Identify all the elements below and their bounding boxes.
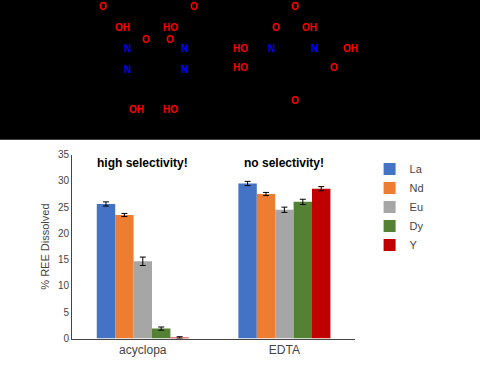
svg-text:% REE Dissolved: % REE Dissolved: [39, 203, 51, 289]
svg-text:Dy: Dy: [410, 220, 424, 232]
svg-text:O: O: [291, 1, 299, 12]
svg-text:35: 35: [58, 149, 70, 160]
svg-text:N: N: [181, 43, 188, 54]
svg-text:20: 20: [58, 228, 70, 239]
svg-text:N: N: [181, 64, 188, 75]
svg-text:O: O: [166, 34, 174, 45]
svg-text:O: O: [190, 1, 198, 12]
svg-text:EDTA: EDTA: [269, 343, 300, 357]
svg-text:HO: HO: [163, 22, 178, 33]
svg-text:Y: Y: [410, 239, 418, 251]
svg-text:high selectivity!: high selectivity!: [97, 156, 188, 170]
svg-text:0: 0: [63, 333, 69, 344]
svg-text:O: O: [142, 34, 150, 45]
svg-text:acyclopa: acyclopa: [119, 343, 167, 357]
svg-text:O: O: [291, 95, 299, 106]
svg-text:30: 30: [58, 175, 70, 186]
svg-text:HO: HO: [233, 43, 248, 54]
svg-text:OH: OH: [129, 104, 144, 115]
svg-text:25: 25: [58, 202, 70, 213]
svg-text:HO: HO: [163, 104, 178, 115]
svg-text:OH: OH: [343, 43, 358, 54]
svg-text:5: 5: [63, 307, 69, 318]
svg-text:Eu: Eu: [410, 201, 423, 213]
svg-text:O: O: [99, 1, 107, 12]
svg-text:La: La: [410, 163, 423, 175]
svg-text:OH: OH: [302, 22, 317, 33]
svg-text:N: N: [124, 43, 131, 54]
svg-text:no selectivity!: no selectivity!: [244, 156, 324, 170]
svg-text:OH: OH: [115, 22, 130, 33]
svg-text:N: N: [311, 43, 318, 54]
svg-text:O: O: [272, 22, 280, 33]
svg-text:HO: HO: [233, 62, 248, 73]
svg-text:N: N: [268, 43, 275, 54]
svg-text:O: O: [330, 62, 338, 73]
svg-text:N: N: [124, 64, 131, 75]
svg-text:Nd: Nd: [410, 182, 424, 194]
svg-text:10: 10: [58, 280, 70, 291]
svg-text:15: 15: [58, 254, 70, 265]
